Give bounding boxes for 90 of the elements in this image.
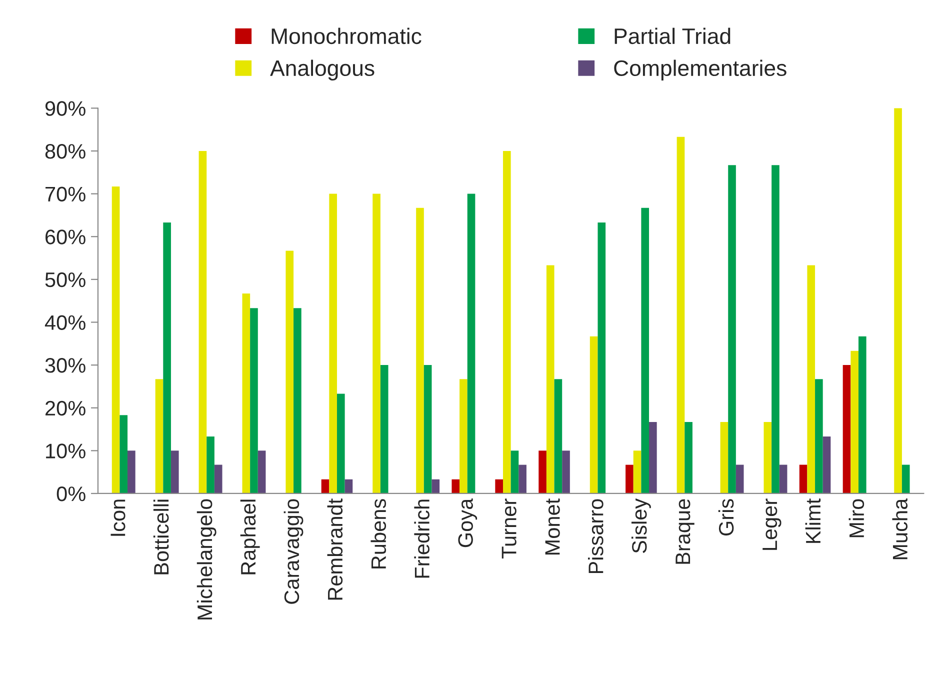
bar (495, 479, 503, 494)
x-tick-label: Raphael (240, 500, 260, 574)
x-tick-label: Leger (762, 498, 782, 550)
bar (815, 379, 823, 494)
bar (286, 250, 294, 494)
x-tick-label: Mucha (892, 498, 908, 560)
bar (242, 294, 250, 494)
bar (626, 464, 634, 494)
bar (736, 464, 744, 494)
bar (633, 450, 642, 494)
bar (214, 464, 222, 494)
y-tick-label: 30% (45, 358, 86, 373)
y-tick-label: 20% (46, 400, 86, 416)
y-tick-label: 50% (45, 272, 86, 288)
x-tick-label: Klimt (805, 498, 821, 543)
bar (452, 479, 460, 494)
x-tick-label: Sisley (631, 498, 651, 553)
x-tick-label: Monet (545, 498, 560, 555)
y-tick-label: 10% (46, 444, 86, 458)
bar (807, 265, 816, 494)
x-tick-label: Michelangelo (196, 499, 216, 620)
bar (258, 450, 266, 494)
bar (198, 150, 207, 494)
bar (163, 222, 171, 494)
bar (850, 350, 858, 494)
bar (170, 450, 179, 494)
bar (554, 379, 562, 494)
bar (460, 379, 468, 494)
bar (321, 479, 330, 494)
bar (250, 308, 258, 494)
y-tick-label: 0% (56, 486, 86, 502)
bar (728, 165, 736, 494)
bar (598, 222, 606, 494)
x-tick-label: Rubens (370, 499, 386, 568)
bar (720, 422, 728, 494)
y-tick-label: 70% (46, 186, 86, 202)
bar (344, 479, 353, 494)
bar (120, 415, 128, 494)
bar (467, 194, 476, 494)
legend-label: Complementaries (614, 60, 786, 80)
bar (894, 108, 902, 494)
bar (206, 436, 214, 494)
bar (772, 165, 780, 494)
bar (155, 379, 164, 494)
bar (676, 136, 685, 494)
x-tick-label: Miro (848, 499, 864, 538)
x-tick-label: Caravaggio (284, 499, 304, 604)
x-tick-label: Rembrandt (327, 498, 343, 600)
y-tick-label: 80% (45, 144, 86, 159)
x-tick-label: Pissarro (588, 499, 604, 574)
bar (336, 394, 345, 494)
x-tick-label: Friedrich (414, 500, 430, 578)
y-tick-label: 60% (46, 230, 86, 244)
bar (902, 464, 910, 494)
bar (294, 308, 302, 494)
bar (510, 450, 519, 494)
bar (380, 365, 388, 494)
x-tick-label: Turner (502, 498, 516, 558)
x-tick-label: Goya (458, 498, 478, 548)
bar (842, 365, 851, 494)
legend-label: Analogous (270, 60, 374, 80)
bar (684, 422, 692, 494)
bar (799, 464, 808, 494)
bar (822, 436, 831, 494)
y-tick-label: 90% (45, 101, 86, 116)
bar (424, 365, 432, 494)
x-tick-label: Gris (718, 499, 734, 536)
bar (649, 422, 657, 494)
bar (858, 336, 866, 494)
bar (372, 194, 380, 494)
bar (432, 479, 440, 494)
bar (779, 464, 788, 494)
x-tick-label: Braque (676, 499, 694, 564)
bar (562, 450, 570, 494)
bar (538, 450, 546, 494)
legend-label: Partial Triad (614, 28, 730, 44)
x-tick-label: Botticelli (153, 500, 169, 574)
bar (329, 194, 337, 494)
bar (641, 208, 650, 494)
y-tick-label: 40% (44, 315, 86, 330)
bar (546, 265, 554, 494)
x-tick-label: Icon (110, 500, 126, 536)
bar (764, 422, 772, 494)
legend-label: Monochromatic (272, 28, 422, 44)
bar (518, 464, 526, 494)
bar (112, 186, 120, 494)
bar (416, 208, 424, 494)
bar (590, 336, 598, 494)
bar (128, 450, 136, 494)
bar (502, 150, 511, 494)
